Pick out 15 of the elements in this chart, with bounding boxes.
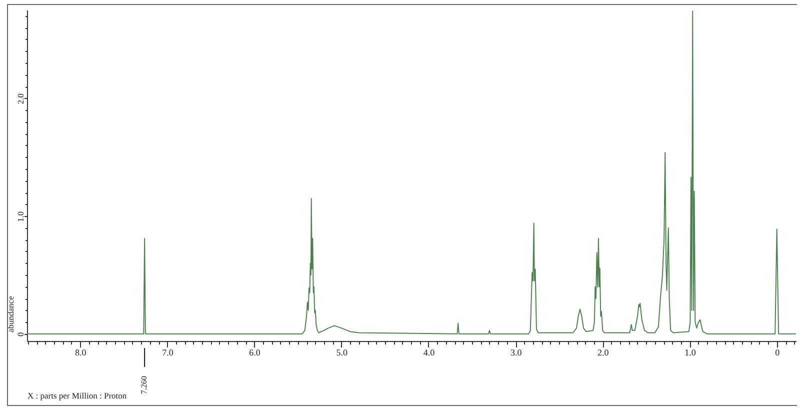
- y-tick-label: 0: [16, 332, 26, 337]
- x-tick-label: 6.0: [249, 348, 261, 358]
- x-tick-label: 8.0: [75, 348, 87, 358]
- line-series: [27, 10, 796, 334]
- x-tick-label: 5.0: [336, 348, 348, 358]
- x-tick-label: 0: [775, 348, 780, 358]
- x-tick-label: 3.0: [510, 348, 522, 358]
- x-tick-label: 4.0: [423, 348, 436, 358]
- x-tick-label: 2.0: [598, 348, 610, 358]
- x-axis-title: X : parts per Million : Proton: [28, 390, 128, 400]
- y-tick-label: 1.0: [16, 211, 26, 222]
- x-tick-label: 7.0: [162, 348, 174, 358]
- y-tick-label: 2.0: [16, 94, 26, 104]
- annotation: 7.260: [140, 376, 149, 394]
- x-tick-label: 1.0: [684, 348, 696, 358]
